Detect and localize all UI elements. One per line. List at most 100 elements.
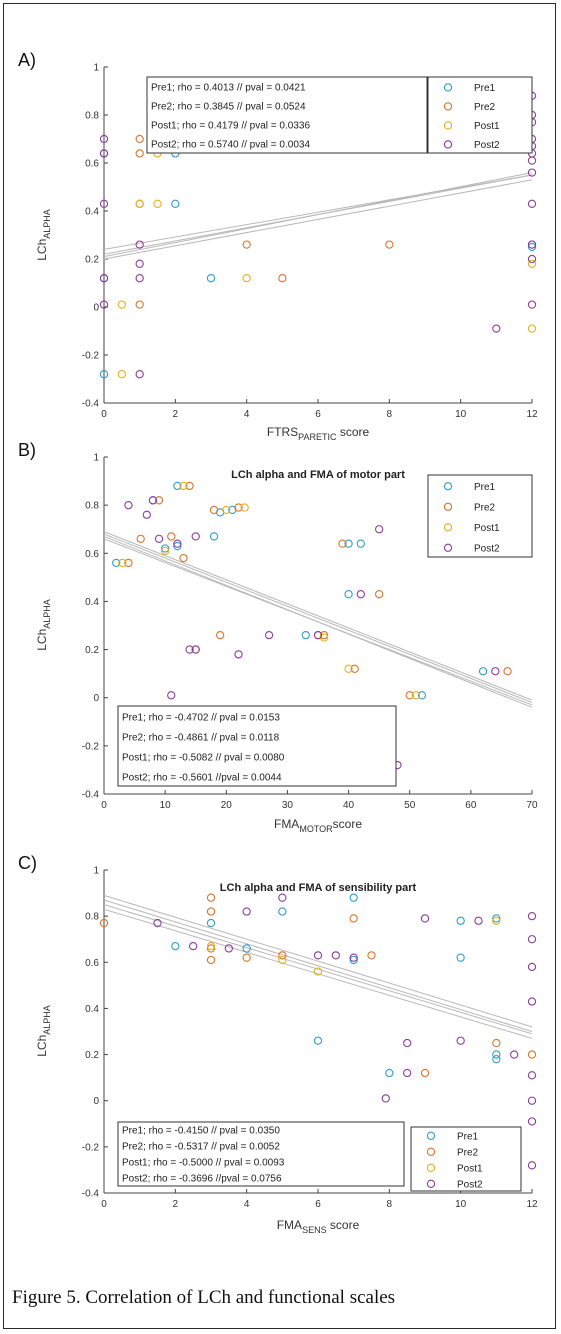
x-tick-label: 8 <box>387 1199 393 1210</box>
data-point-post1 <box>313 967 323 976</box>
data-point-post2 <box>154 534 164 543</box>
legend-label: Post1 <box>457 1163 483 1174</box>
data-point-post2 <box>420 914 430 923</box>
stats-line: Pre1; rho = -0.4702 // pval = 0.0153 <box>122 712 280 723</box>
panel-label: B) <box>18 440 36 460</box>
chart-title: LCh alpha and FMA of motor part <box>231 469 405 481</box>
fit-line <box>103 179 533 260</box>
x-axis-label: FMASENS score <box>277 1218 360 1235</box>
legend-label: Post2 <box>474 543 500 554</box>
data-point-pre1 <box>492 1050 501 1059</box>
data-point-post1 <box>117 300 126 309</box>
stats-line: Post2; rho = 0.5740 // pval = 0.0034 <box>151 140 310 151</box>
data-point-pre2 <box>234 503 243 512</box>
data-point-post2 <box>491 667 500 676</box>
data-point-pre1 <box>206 918 216 928</box>
legend-marker-pre2 <box>426 1147 436 1156</box>
data-point-post2 <box>349 953 358 962</box>
data-point-post2 <box>135 240 144 249</box>
data-point-pre1 <box>349 893 358 902</box>
data-point-post2 <box>527 168 537 177</box>
data-point-pre2 <box>99 918 109 928</box>
y-axis-label: LChALPHA <box>35 599 52 651</box>
data-point-pre2 <box>135 134 144 144</box>
data-point-post2 <box>374 525 384 534</box>
data-point-post2 <box>99 134 109 144</box>
legend-marker-pre1 <box>443 83 453 92</box>
x-axis-label: FTRSPARETIC score <box>267 425 370 442</box>
data-point-post2 <box>99 274 109 283</box>
data-point-post2 <box>527 962 537 972</box>
data-point-post2 <box>99 149 109 158</box>
data-point-post1 <box>278 955 287 965</box>
data-point-pre2 <box>209 505 219 515</box>
data-point-post1 <box>160 546 170 556</box>
data-point-pre2 <box>503 667 512 676</box>
data-point-post2 <box>381 1094 390 1103</box>
data-point-post1 <box>206 941 216 951</box>
chart-panel-1: A)LCh alpha and FTRS of paretic hand0246… <box>18 50 538 442</box>
data-point-pre1 <box>492 914 501 923</box>
legend-marker-post1 <box>426 1163 436 1172</box>
y-tick-label: -0.4 <box>82 399 100 410</box>
legend-label: Pre2 <box>474 502 496 513</box>
data-point-pre2 <box>206 893 216 902</box>
x-tick-label: 10 <box>455 1199 467 1210</box>
legend-marker-post1 <box>443 121 453 130</box>
stats-box <box>146 76 428 154</box>
y-tick-label: 0.4 <box>85 1004 99 1015</box>
legend-label: Post1 <box>474 121 500 132</box>
x-tick-label: 4 <box>244 409 250 420</box>
data-point-post1 <box>135 199 144 208</box>
data-point-post2 <box>356 590 365 599</box>
stats-line: Pre2; rho = -0.5317 // pval = 0.0052 <box>122 1142 280 1153</box>
data-point-post2 <box>189 941 198 951</box>
data-point-post2 <box>474 916 483 925</box>
fit-line <box>103 531 533 701</box>
stats-line: Post1; rho = -0.5082 // pval = 0.0080 <box>122 752 285 763</box>
data-point-post2 <box>527 300 537 309</box>
data-point-pre1 <box>242 944 251 953</box>
data-point-post1 <box>179 481 188 491</box>
y-tick-label: 0.6 <box>85 958 99 969</box>
x-tick-label: 70 <box>526 800 538 811</box>
data-point-pre1 <box>173 481 182 491</box>
y-tick-label: -0.4 <box>82 790 100 801</box>
x-tick-label: 30 <box>282 800 294 811</box>
legend-marker-pre2 <box>443 502 453 511</box>
data-point-pre1 <box>478 667 488 676</box>
data-point-post2 <box>403 1068 412 1078</box>
data-point-post2 <box>527 254 537 264</box>
legend-marker-pre1 <box>443 482 453 491</box>
y-tick-label: 0.4 <box>85 207 99 218</box>
data-point-post2 <box>527 1161 537 1170</box>
stats-line: Pre1; rho = 0.4013 // pval = 0.0421 <box>151 83 306 94</box>
fit-line <box>103 174 533 250</box>
data-point-pre1 <box>456 916 465 925</box>
y-tick-label: 0 <box>93 303 99 314</box>
legend-label: Post2 <box>457 1179 483 1190</box>
data-point-pre1 <box>160 544 170 553</box>
data-point-post2 <box>510 1050 519 1059</box>
y-tick-label: 0.8 <box>85 912 99 923</box>
y-tick-label: -0.2 <box>82 351 100 362</box>
figure-frame <box>3 3 556 1329</box>
data-point-pre1 <box>417 691 427 700</box>
data-point-post2 <box>527 1117 537 1126</box>
x-tick-label: 12 <box>526 409 538 420</box>
y-tick-label: -0.2 <box>82 1142 100 1153</box>
data-point-post2 <box>313 630 323 640</box>
data-point-pre2 <box>124 558 133 568</box>
stats-line: Post2; rho = -0.5601 //pval = 0.0044 <box>122 772 282 783</box>
data-point-pre2 <box>179 553 188 563</box>
data-point-post1 <box>118 558 127 568</box>
data-point-pre1 <box>112 558 121 568</box>
data-point-post1 <box>117 370 126 379</box>
data-point-post2 <box>313 951 323 960</box>
data-point-pre2 <box>242 953 251 962</box>
legend-label: Pre1 <box>474 83 496 94</box>
y-tick-label: 0.4 <box>85 597 99 608</box>
y-tick-label: 0 <box>93 1096 99 1107</box>
